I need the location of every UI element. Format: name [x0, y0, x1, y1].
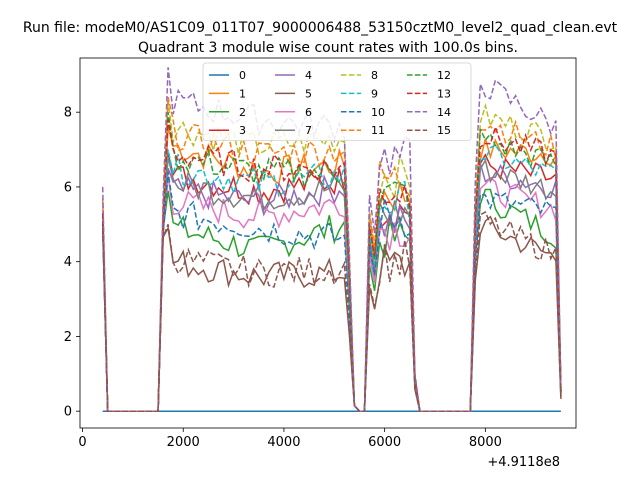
series-line-15 [101, 211, 562, 412]
series-line-2 [101, 188, 562, 412]
figure-suptitle: Run file: modeM0/AS1C09_011T07_900000648… [23, 20, 618, 36]
y-tick-label: 4 [64, 255, 72, 270]
legend-label-13: 13 [437, 87, 451, 100]
y-tick-label: 6 [64, 180, 72, 195]
chart-title: Quadrant 3 module wise count rates with … [138, 40, 518, 56]
legend-label-1: 1 [239, 87, 246, 100]
y-tick-label: 0 [64, 405, 72, 420]
legend-label-11: 11 [371, 124, 385, 137]
series-line-11 [101, 97, 562, 412]
series-line-12 [101, 112, 562, 412]
x-axis-offset-label: +4.9118e8 [487, 455, 560, 470]
plot-area [79, 57, 577, 429]
series-line-7 [101, 156, 562, 412]
legend-label-3: 3 [239, 124, 246, 137]
series-line-9 [101, 144, 562, 412]
series-line-4 [101, 163, 562, 412]
series-line-13 [101, 119, 562, 412]
legend-label-6: 6 [305, 106, 312, 119]
y-tick-label: 8 [64, 106, 72, 121]
x-tick-label: 4000 [267, 435, 300, 450]
x-tick-label: 2000 [167, 435, 200, 450]
x-tick-label: 8000 [469, 435, 502, 450]
x-tick-label: 6000 [368, 435, 401, 450]
legend-label-4: 4 [305, 69, 312, 82]
legend-label-10: 10 [371, 106, 385, 119]
legend-label-8: 8 [371, 69, 378, 82]
x-tick-label: 0 [78, 435, 86, 450]
legend-label-9: 9 [371, 87, 378, 100]
y-axis: 0 2 4 6 8 [64, 106, 80, 420]
legend-box [202, 62, 472, 141]
legend-label-12: 12 [437, 69, 451, 82]
series-line-8 [101, 100, 562, 412]
legend-label-5: 5 [305, 87, 312, 100]
series-line-14 [101, 67, 562, 412]
legend-label-2: 2 [239, 106, 246, 119]
y-tick-label: 2 [64, 330, 72, 345]
plot-frame [79, 57, 577, 429]
series-line-5 [101, 215, 562, 412]
legend-label-0: 0 [239, 69, 246, 82]
series-line-10 [101, 171, 562, 412]
legend-label-7: 7 [305, 124, 312, 137]
x-axis: 0 2000 4000 6000 8000 [78, 428, 502, 450]
legend-label-14: 14 [437, 106, 451, 119]
legend-label-15: 15 [437, 124, 451, 137]
series-line-6 [101, 175, 562, 412]
series-line-3 [101, 153, 562, 412]
